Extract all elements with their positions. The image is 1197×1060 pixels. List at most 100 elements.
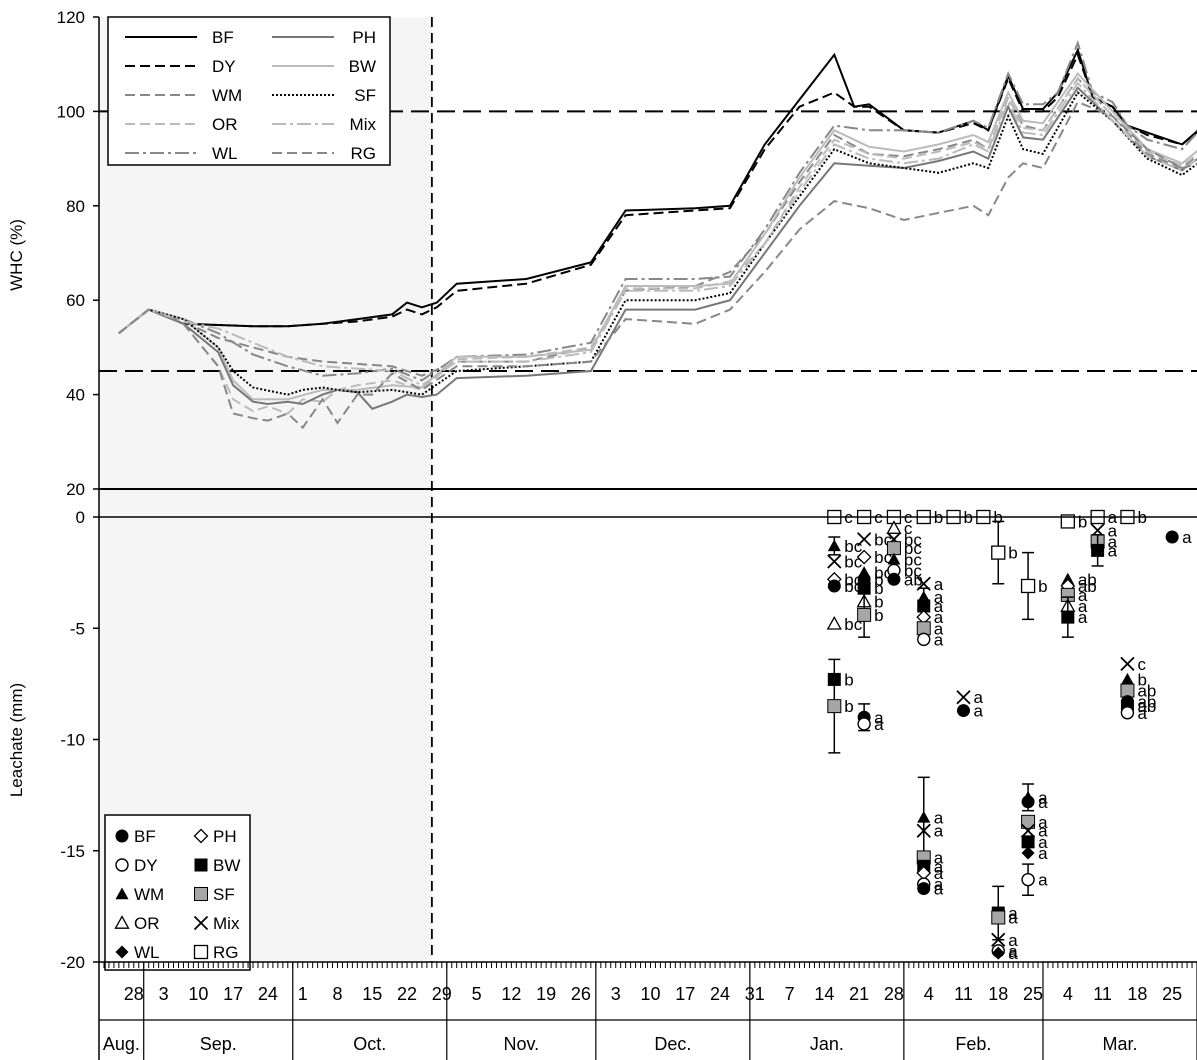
significance-letter: b <box>1137 670 1146 689</box>
whc-legend-label-ph: PH <box>352 28 376 47</box>
leachate-legend-marker-mix <box>193 915 209 931</box>
leachate-panel: cbcbcbcbcbcbbcbcbcbcbbbbaaccbcbcbcbcabba… <box>104 508 1192 971</box>
leachate-point-mix <box>1020 823 1036 838</box>
day-label: 5 <box>472 984 482 1004</box>
whc-legend-label-wm: WM <box>212 86 242 105</box>
leachate-point-mix <box>827 554 842 569</box>
day-label: 25 <box>1023 984 1043 1004</box>
significance-letter: a <box>1108 541 1118 560</box>
whc-y-tick-label: 60 <box>66 291 85 310</box>
leachate-point-mix <box>991 932 1006 947</box>
day-label: 12 <box>501 984 521 1004</box>
leachate-point-bw <box>1091 543 1105 557</box>
leachate-legend-label-ph: PH <box>213 827 237 846</box>
leachate-legend: BF PH DY BW WM SF OR Mix WL RG <box>104 814 251 971</box>
leachate-legend-marker-ph <box>193 828 209 844</box>
significance-letter: a <box>1137 704 1147 723</box>
whc-y-tick-label: 100 <box>57 102 85 121</box>
whc-series-line-bw <box>118 72 1197 401</box>
leachate-point-dy <box>1120 706 1135 720</box>
significance-letter: a <box>973 688 983 707</box>
day-label: 28 <box>884 984 904 1004</box>
leachate-point-rg <box>991 545 1006 560</box>
whc-legend-box <box>107 16 391 166</box>
month-label: Jan. <box>810 1034 844 1054</box>
whc-series-line-mix <box>118 81 1197 387</box>
leachate-point-wl <box>1021 846 1035 860</box>
leachate-point-bw <box>857 581 871 595</box>
leachate-point-wl <box>991 946 1005 960</box>
significance-letter: a <box>1008 931 1018 950</box>
significance-letter: a <box>1008 909 1018 928</box>
leachate-point-bf <box>1021 795 1035 809</box>
leachate-point-wm <box>917 810 931 823</box>
significance-letter: ab <box>1078 570 1097 589</box>
leachate-point-dy <box>1021 872 1035 887</box>
day-label: 28 <box>124 984 144 1004</box>
day-label: 1 <box>298 984 308 1004</box>
significance-letter: a <box>934 588 944 607</box>
significance-letter: a <box>1008 942 1018 961</box>
leachate-legend-marker-bf <box>115 829 129 843</box>
whc-y-tick-label: 40 <box>66 386 85 405</box>
significance-letter: a <box>934 864 944 883</box>
leachate-point-wm <box>1120 672 1134 685</box>
day-label: 19 <box>536 984 556 1004</box>
whc-y-tick-label: 120 <box>57 8 85 27</box>
significance-letter: a <box>934 857 944 876</box>
leachate-event-group: a <box>1165 528 1192 547</box>
leachate-legend-label-wm: WM <box>134 885 164 904</box>
significance-letter: a <box>1038 833 1048 852</box>
day-label: 31 <box>745 984 765 1004</box>
leachate-legend-label-wl: WL <box>134 943 160 962</box>
whc-legend-label-mix: Mix <box>350 115 377 134</box>
leachate-point-mix <box>856 532 872 547</box>
significance-letter: ab <box>904 570 923 589</box>
leachate-axis-label: Leachate (mm) <box>7 683 26 797</box>
day-label: 21 <box>849 984 869 1004</box>
significance-letter: b <box>844 697 853 716</box>
leachate-legend-label-sf: SF <box>213 885 235 904</box>
whc-panel: BF DY WM OR WL PH BW SF Mix RG <box>99 16 1197 430</box>
leachate-point-sf <box>886 541 901 556</box>
leachate-legend-marker-sf <box>194 887 208 901</box>
significance-letter: a <box>1038 844 1048 863</box>
significance-letter: c <box>1137 655 1146 674</box>
leachate-y-tick-label: -5 <box>70 619 85 638</box>
leachate-legend-marker-dy <box>115 858 129 872</box>
significance-letter: a <box>1078 597 1088 616</box>
significance-letter: b <box>874 570 883 589</box>
day-label: 18 <box>1127 984 1147 1004</box>
leachate-legend-marker-wl <box>115 945 129 959</box>
leachate-legend-marker-rg <box>193 944 209 960</box>
significance-letter: ab <box>1137 693 1156 712</box>
leachate-point-dy <box>917 632 931 647</box>
significance-letter: a <box>934 808 944 827</box>
day-label: 11 <box>954 984 973 1004</box>
significance-letter: a <box>1108 521 1118 540</box>
whc-legend-label-or: OR <box>212 115 238 134</box>
leachate-legend-marker-or <box>114 915 130 929</box>
significance-letter: a <box>1182 528 1192 547</box>
day-label: 24 <box>258 984 278 1004</box>
significance-letter: a <box>973 702 983 721</box>
leachate-y-tick-label: -20 <box>60 953 85 972</box>
leachate-legend-label-rg: RG <box>213 943 239 962</box>
whc-series-line-sf <box>118 90 1197 396</box>
significance-letter: b <box>1078 512 1087 531</box>
significance-letter: a <box>1038 788 1048 807</box>
whc-y-tick-label: 20 <box>66 480 85 499</box>
leachate-event-group: aa <box>956 688 983 721</box>
significance-letter: b <box>874 579 883 598</box>
significance-letter: bc <box>844 537 862 556</box>
leachate-point-bf <box>956 704 970 718</box>
day-label: 29 <box>432 984 452 1004</box>
significance-letter: b <box>874 606 883 625</box>
leachate-point-bf <box>827 579 841 593</box>
day-label: 22 <box>397 984 417 1004</box>
whc-legend-label-dy: DY <box>212 57 236 76</box>
significance-letter: a <box>934 575 944 594</box>
